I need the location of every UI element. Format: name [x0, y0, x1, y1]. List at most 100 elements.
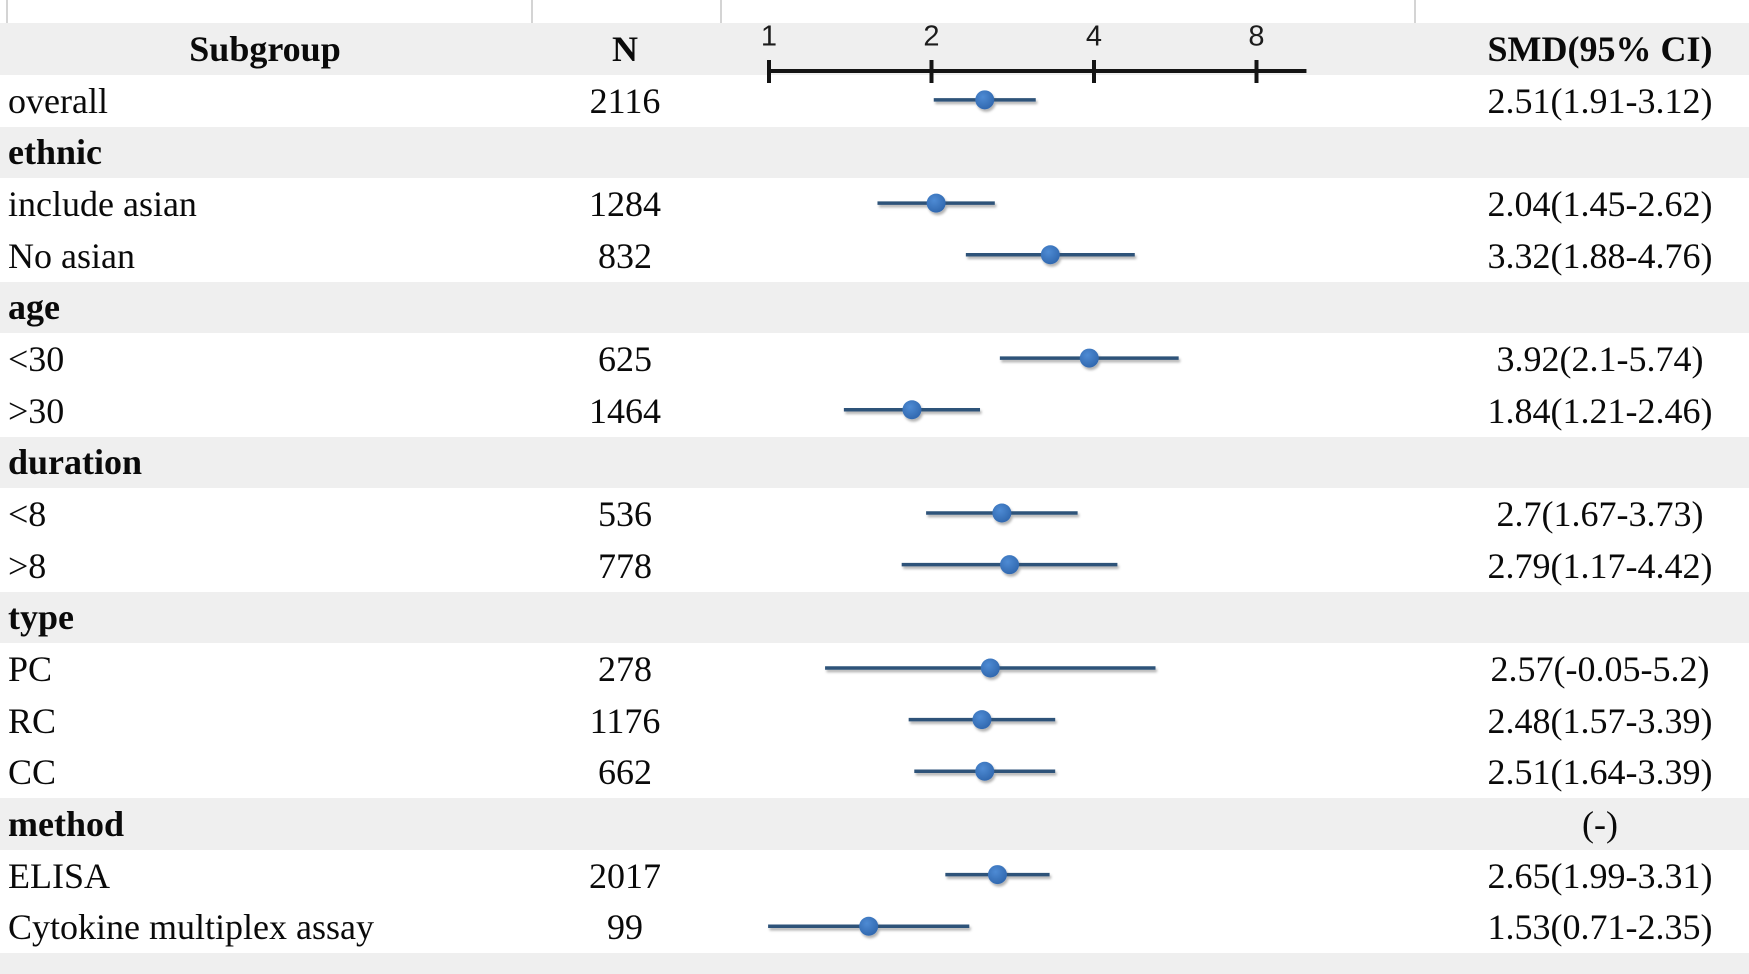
smd-ci-value: 3.92(2.1-5.74) [1496, 339, 1704, 380]
x-tick-label: 8 [1248, 20, 1265, 53]
n-value: 832 [598, 235, 652, 276]
group-row: type [0, 591, 1749, 644]
point-estimate-dot [1079, 348, 1099, 368]
smd-ci-value: 2.7(1.67-3.73) [1496, 494, 1704, 534]
subgroup-label: RC [8, 700, 57, 741]
subgroup-label: <8 [8, 494, 47, 534]
n-value: 778 [598, 545, 652, 586]
subgroup-label: type [8, 597, 74, 638]
subgroup-label: ELISA [8, 855, 110, 896]
smd-ci-value: (-) [1582, 803, 1618, 844]
point-estimate-dot [975, 761, 995, 781]
smd-ci-value: 2.51(1.64-3.39) [1487, 752, 1713, 793]
n-value: 1176 [589, 700, 661, 741]
bottom-strip [0, 953, 1749, 974]
table-row: No asian 832 3.32(1.88-4.76) [0, 230, 1749, 282]
group-row: age [0, 281, 1749, 334]
subgroup-label: PC [8, 648, 53, 689]
column-divider [1414, 0, 1416, 23]
table-row: >30 1464 1.84(1.21-2.46) [0, 385, 1749, 437]
subgroup-label: include asian [8, 184, 197, 225]
column-divider [720, 0, 722, 23]
column-header-subgroup: Subgroup [189, 29, 341, 69]
point-estimate-dot [926, 193, 946, 213]
table-row: Cytokine multiplex assay 99 1.53(0.71-2.35… [0, 901, 1749, 953]
n-value: 536 [598, 494, 652, 534]
subgroup-label: <30 [8, 339, 65, 380]
smd-ci-value: 2.79(1.17-4.42) [1487, 545, 1713, 586]
table-row: PC 278 2.57(-0.05-5.2) [0, 643, 1749, 695]
point-estimate-dot [1000, 555, 1020, 575]
point-estimate-dot [902, 400, 922, 420]
ci-marker [877, 193, 995, 213]
ci-marker [926, 503, 1078, 523]
point-estimate-dot [1040, 245, 1060, 265]
x-tick-label: 1 [760, 20, 778, 53]
n-value: 2116 [589, 80, 661, 121]
ci-markers [768, 90, 1179, 936]
x-tick-label: 2 [923, 20, 940, 53]
ci-marker [945, 865, 1050, 885]
subgroup-label: No asian [8, 235, 135, 276]
point-estimate-dot [975, 90, 995, 110]
smd-ci-value: 2.51(1.91-3.12) [1487, 80, 1713, 121]
n-value: 662 [598, 752, 652, 793]
n-value: 1464 [589, 390, 661, 431]
ci-marker [843, 400, 981, 420]
table-row: RC 1176 2.48(1.57-3.39) [0, 695, 1749, 747]
point-estimate-dot [859, 916, 879, 936]
ci-marker [901, 555, 1118, 575]
subgroup-label: CC [8, 752, 57, 793]
ci-marker [933, 90, 1036, 110]
point-estimate-dot [987, 865, 1007, 885]
n-value: 625 [598, 339, 652, 380]
group-row: method (-) [0, 798, 1749, 850]
ci-marker [914, 761, 1056, 781]
smd-ci-value: 1.53(0.71-2.35) [1487, 907, 1713, 948]
ci-marker [768, 916, 970, 936]
smd-ci-value: 2.57(-0.05-5.2) [1490, 648, 1710, 689]
ci-marker [825, 658, 1156, 678]
table-row: include asian 1284 2.04(1.45-2.62) [0, 178, 1749, 230]
ci-marker [999, 348, 1179, 368]
group-row: duration [0, 436, 1749, 489]
subgroup-label: ethnic [8, 132, 102, 173]
point-estimate-dot [972, 710, 992, 730]
table-row: CC 662 2.51(1.64-3.39) [0, 746, 1749, 798]
table-row: >8 778 2.79(1.17-4.42) [0, 540, 1749, 592]
column-divider [6, 0, 8, 23]
subgroup-label: age [8, 287, 60, 328]
smd-ci-value: 2.65(1.99-3.31) [1487, 855, 1713, 896]
smd-ci-value: 2.48(1.57-3.39) [1487, 700, 1713, 741]
top-strip [0, 0, 1749, 23]
subgroup-label: >30 [8, 390, 65, 431]
column-header-n: N [612, 29, 638, 69]
ci-marker [908, 710, 1056, 730]
n-value: 2017 [589, 855, 661, 896]
table-row: ELISA 2017 2.65(1.99-3.31) [0, 850, 1749, 902]
table-row: <8 536 2.7(1.67-3.73) [0, 488, 1749, 540]
point-estimate-dot [980, 658, 1000, 678]
n-value: 99 [607, 907, 643, 948]
smd-ci-value: 2.04(1.45-2.62) [1487, 184, 1713, 225]
point-estimate-dot [992, 503, 1012, 523]
column-divider [531, 0, 533, 23]
table-header: Subgroup N SMD(95% CI) [0, 23, 1749, 75]
ci-marker [965, 245, 1135, 265]
subgroup-label: Cytokine multiplex assay [8, 907, 374, 948]
x-tick-label: 4 [1085, 20, 1103, 53]
table-row: overall 2116 2.51(1.91-3.12) [0, 75, 1749, 127]
n-value: 278 [598, 648, 652, 689]
subgroup-label: method [8, 803, 124, 844]
group-row: ethnic [0, 126, 1749, 179]
subgroup-label: duration [8, 442, 143, 483]
subgroup-label: >8 [8, 545, 47, 586]
smd-ci-value: 3.32(1.88-4.76) [1487, 235, 1713, 276]
smd-ci-value: 1.84(1.21-2.46) [1487, 390, 1713, 431]
column-header-smd: SMD(95% CI) [1487, 29, 1713, 69]
n-value: 1284 [589, 184, 661, 225]
table-row: <30 625 3.92(2.1-5.74) [0, 333, 1749, 385]
